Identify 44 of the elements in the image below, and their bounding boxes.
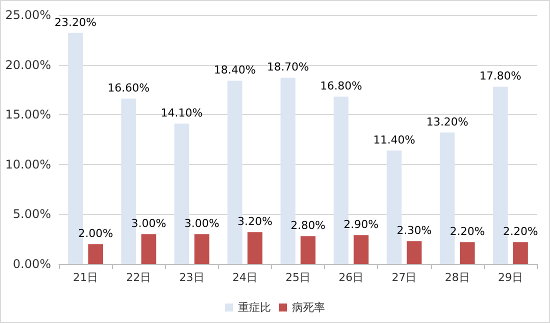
data-label: 2.00% [78, 227, 114, 240]
bar [88, 244, 104, 264]
x-tick-label: 23日 [179, 271, 204, 284]
x-tick-label: 28日 [444, 271, 470, 284]
bar [194, 234, 210, 264]
legend-label: 重症比 [238, 301, 271, 314]
data-label: 11.40% [373, 133, 416, 146]
data-label: 16.60% [108, 82, 150, 95]
y-tick-label: 10.00% [5, 157, 51, 172]
x-tick-label: 27日 [392, 271, 417, 284]
data-label: 2.80% [290, 219, 326, 232]
data-label: 2.90% [344, 218, 379, 232]
data-label: 23.20% [54, 16, 96, 29]
x-tick-label: 24日 [232, 271, 258, 284]
data-label: 13.20% [426, 116, 468, 129]
x-tick-label: 21日 [73, 271, 98, 284]
y-tick-label: 25.00% [5, 8, 51, 22]
bar [460, 242, 475, 264]
bar [513, 242, 528, 264]
data-label: 2.20% [503, 225, 538, 238]
data-label: 17.80% [479, 70, 522, 83]
y-tick-label: 0.00% [12, 257, 51, 271]
bar [406, 241, 422, 264]
y-tick-label: 5.00% [12, 207, 51, 222]
x-tick-label: 25日 [286, 271, 310, 284]
bar [141, 234, 156, 264]
data-label: 2.30% [396, 224, 432, 238]
x-tick-label: 26日 [338, 271, 364, 284]
data-label: 2.20% [450, 225, 485, 238]
y-tick-label: 15.00% [5, 108, 51, 122]
y-tick-label: 20.00% [5, 58, 51, 72]
bar [354, 235, 369, 264]
data-label: 14.10% [160, 106, 203, 120]
data-label: 18.40% [214, 64, 256, 77]
data-label: 3.20% [237, 215, 272, 228]
bar [300, 236, 316, 264]
data-label: 16.80% [320, 80, 362, 93]
bar [247, 232, 262, 264]
data-label: 3.00% [131, 217, 166, 230]
legend-label: 病死率 [292, 301, 325, 314]
x-tick-label: 29日 [498, 271, 523, 284]
data-label: 18.70% [266, 60, 309, 74]
x-tick-label: 22日 [126, 271, 152, 284]
data-label: 3.00% [184, 217, 220, 230]
